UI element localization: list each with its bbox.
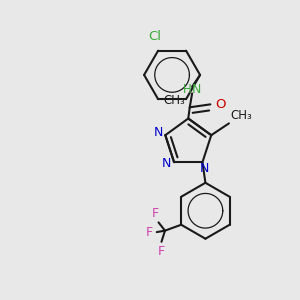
Text: N: N: [200, 162, 209, 175]
Text: F: F: [158, 245, 165, 258]
Text: F: F: [146, 226, 153, 238]
Text: O: O: [216, 98, 226, 111]
Text: F: F: [152, 207, 159, 220]
Text: CH₃: CH₃: [230, 109, 252, 122]
Text: N: N: [162, 157, 171, 170]
Text: Cl: Cl: [149, 30, 162, 43]
Text: CH₃: CH₃: [164, 94, 185, 107]
Text: N: N: [192, 83, 202, 96]
Text: N: N: [153, 126, 163, 139]
Text: H: H: [182, 83, 191, 96]
